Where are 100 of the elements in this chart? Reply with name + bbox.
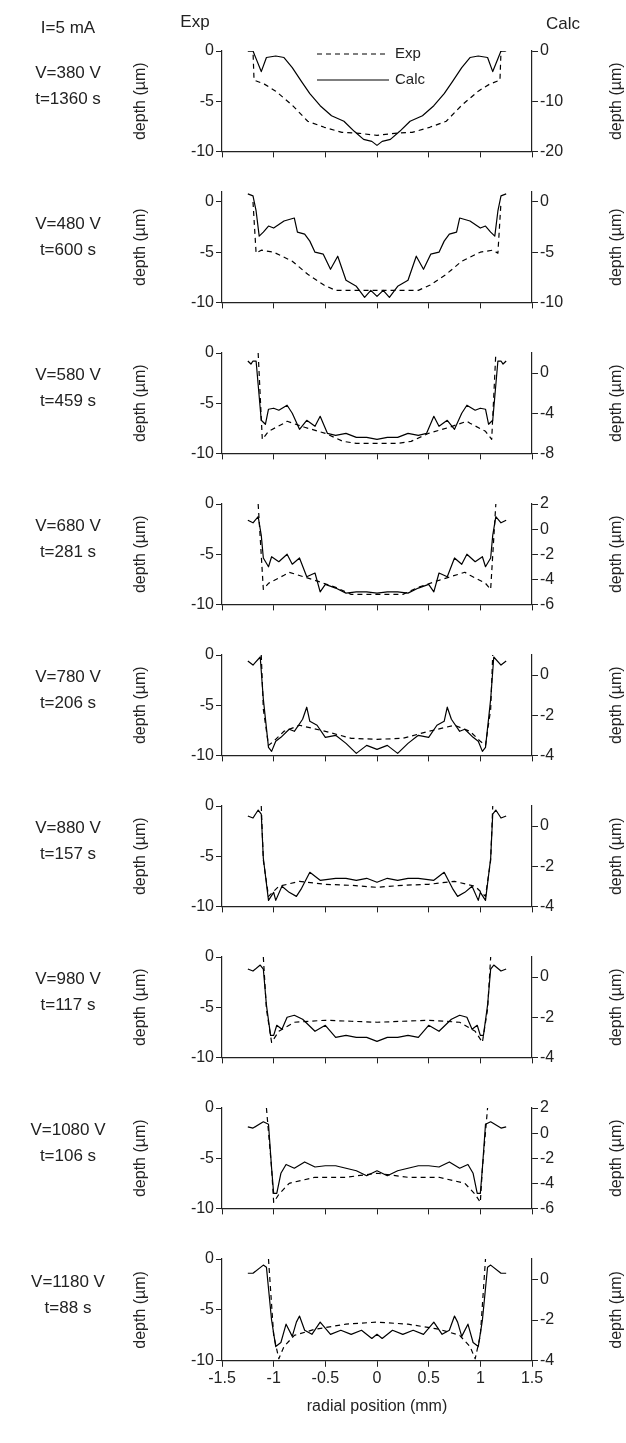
y-tick-label: 0 <box>205 494 215 512</box>
text: V=680 V <box>35 516 102 536</box>
y2-tick-label: 0 <box>540 1269 549 1287</box>
y-tick-label: -5 <box>199 1300 215 1318</box>
y-tick-label: 0 <box>205 796 215 814</box>
y2-tick-label: -2 <box>540 1310 555 1328</box>
y-axis-title: depth (µm) <box>131 364 149 443</box>
y-axis-title: depth (µm) <box>131 817 149 896</box>
y-tick-label: -10 <box>190 443 215 461</box>
x-tick-label: -1 <box>266 1368 281 1386</box>
legend-label: Exp <box>395 44 421 62</box>
y2-tick-label: -6 <box>540 1198 555 1216</box>
text: t=88 s <box>44 1298 92 1318</box>
y2-tick-label: 2 <box>540 494 549 512</box>
y2-tick-label: 2 <box>540 1098 549 1116</box>
y2-tick-label: 0 <box>540 41 549 59</box>
y2-tick-label: 0 <box>540 363 549 381</box>
y2-axis-title: depth (µm) <box>607 1119 625 1198</box>
text: t=106 s <box>39 1146 97 1166</box>
y2-axis-title: depth (µm) <box>607 1271 625 1349</box>
y-axis-title: depth (µm) <box>131 208 149 286</box>
y-tick-label: -10 <box>190 141 215 159</box>
y2-axis-title: depth (µm) <box>607 968 625 1047</box>
text: t=117 s <box>40 995 96 1015</box>
x-tick-label: 1 <box>475 1368 485 1386</box>
y-tick-label: 0 <box>205 41 215 59</box>
y2-tick-label: -4 <box>540 1047 555 1065</box>
text: V=580 V <box>35 365 102 385</box>
y-tick-label: -10 <box>190 292 215 310</box>
y2-axis-title: depth (µm) <box>607 515 625 594</box>
y-tick-label: -5 <box>199 91 215 109</box>
y-tick-label: -5 <box>199 544 215 562</box>
text: Exp <box>180 11 210 31</box>
y2-tick-label: -20 <box>540 141 564 159</box>
y-tick-label: 0 <box>205 1249 215 1267</box>
y2-tick-label: 0 <box>540 519 549 537</box>
y2-tick-label: -2 <box>540 856 555 874</box>
y2-tick-label: -4 <box>540 403 555 421</box>
y-axis-title: depth (µm) <box>131 515 149 594</box>
y2-tick-label: -4 <box>540 1351 555 1369</box>
text: I=5 mA <box>40 17 96 37</box>
y2-tick-label: 0 <box>540 1123 549 1141</box>
y-tick-label: -10 <box>190 1351 215 1369</box>
y-axis-title: depth (µm) <box>131 666 149 745</box>
y2-tick-label: -10 <box>540 91 564 109</box>
y2-tick-label: 0 <box>540 967 549 985</box>
y2-tick-label: 0 <box>540 192 549 210</box>
text: t=1360 s <box>35 89 101 109</box>
y-tick-label: 0 <box>205 192 215 210</box>
text: t=206 s <box>39 693 97 713</box>
y2-tick-label: -4 <box>540 1173 555 1191</box>
y-tick-label: -5 <box>199 242 215 260</box>
x-axis-title: radial position (mm) <box>306 1397 448 1415</box>
x-tick-label: -1.5 <box>208 1368 236 1386</box>
y-tick-label: -10 <box>190 594 215 612</box>
y2-tick-label: -2 <box>540 1007 555 1025</box>
y-tick-label: -10 <box>190 1198 215 1216</box>
text: V=980 V <box>35 969 102 989</box>
text: t=281 s <box>39 542 97 562</box>
text: Calc <box>545 13 581 33</box>
x-tick-label: 1.5 <box>520 1368 544 1386</box>
y-tick-label: 0 <box>205 343 215 361</box>
text: V=1180 V <box>31 1272 106 1292</box>
y2-axis-title: depth (µm) <box>607 62 625 141</box>
y2-tick-label: -5 <box>540 242 555 260</box>
y-tick-label: -10 <box>190 745 215 763</box>
y2-tick-label: -2 <box>540 705 555 723</box>
y-tick-label: 0 <box>205 947 215 965</box>
line-series <box>252 201 502 291</box>
y-tick-label: 0 <box>205 1098 215 1116</box>
text: V=780 V <box>35 667 102 687</box>
text: t=157 s <box>39 844 97 864</box>
y-tick-label: -10 <box>190 896 215 914</box>
y-tick-label: 0 <box>205 645 215 663</box>
x-tick-label: 0.5 <box>417 1368 440 1386</box>
y2-tick-label: 0 <box>540 816 549 834</box>
x-tick-label: -0.5 <box>311 1368 340 1386</box>
legend-label: Calc <box>395 70 426 88</box>
x-tick-label: 0 <box>372 1368 382 1386</box>
y2-tick-label: -2 <box>540 1148 555 1166</box>
y2-tick-label: -4 <box>540 569 555 587</box>
y2-tick-label: -4 <box>540 896 555 914</box>
text: V=380 V <box>35 63 102 83</box>
y-tick-label: -5 <box>199 393 215 411</box>
y2-tick-label: -2 <box>540 544 555 562</box>
text: V=1080 V <box>30 1120 107 1140</box>
y-tick-label: -5 <box>199 695 215 713</box>
y2-tick-label: -10 <box>540 292 564 310</box>
text: V=880 V <box>35 818 102 838</box>
y-axis-title: depth (µm) <box>131 1119 149 1198</box>
text: t=600 s <box>39 240 97 260</box>
y2-axis-title: depth (µm) <box>607 817 625 896</box>
y2-tick-label: -4 <box>540 745 555 763</box>
y2-tick-label: -8 <box>540 443 555 461</box>
text: V=480 V <box>35 214 102 234</box>
y-axis-title: depth (µm) <box>131 62 149 141</box>
y2-tick-label: -6 <box>540 594 555 612</box>
y2-axis-title: depth (µm) <box>607 364 625 443</box>
y-tick-label: -5 <box>199 997 215 1015</box>
y-tick-label: -10 <box>190 1047 215 1065</box>
